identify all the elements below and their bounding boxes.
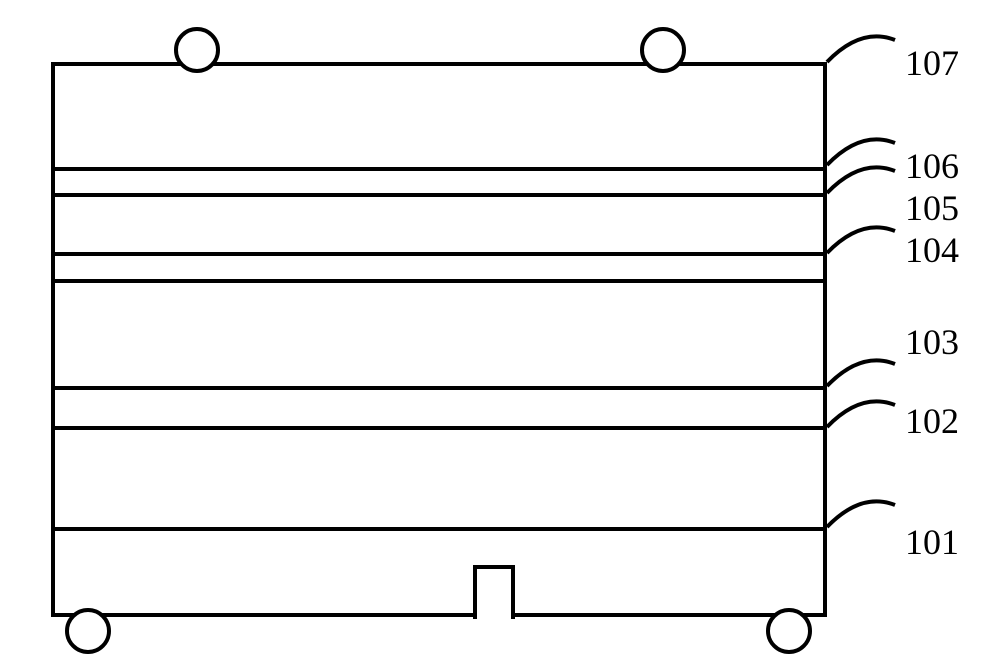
- leader-101: [0, 0, 1000, 669]
- label-101: 101: [905, 521, 959, 563]
